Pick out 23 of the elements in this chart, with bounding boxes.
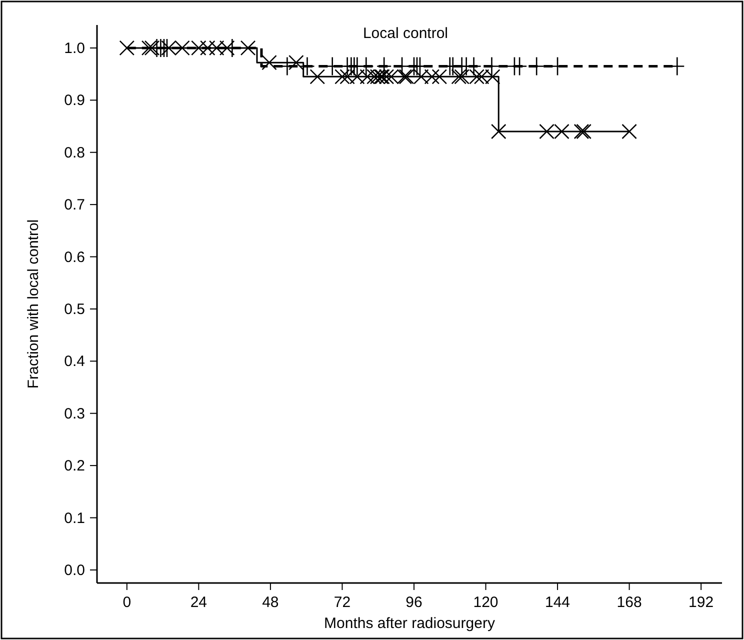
x-tick-label: 192 [688,594,714,611]
x-tick-label: 96 [406,594,422,611]
x-tick-label: 48 [262,594,279,611]
y-tick-label: 0.3 [64,405,85,422]
x-tick-label: 24 [190,594,208,611]
y-tick-label: 0.4 [64,353,85,370]
x-tick-label: 168 [616,594,642,611]
x-tick-label: 72 [334,594,351,611]
y-tick-label: 0.2 [64,458,85,475]
chart-title: Local control [362,25,448,42]
x-axis-title: Months after radiosurgery [324,615,496,632]
y-tick-label: 0.7 [64,196,85,214]
y-tick-label: 0.1 [64,510,85,527]
x-tick-label: 0 [122,594,132,611]
y-axis-title: Fraction with local control [25,219,42,389]
y-tick-label: 0.8 [64,144,85,162]
y-tick-label: 1.0 [64,40,85,57]
y-tick-label: 0.0 [64,562,85,579]
x-tick-label: 144 [545,594,570,611]
y-tick-label: 0.9 [64,92,85,110]
y-tick-label: 0.6 [64,248,85,266]
x-tick-label: 120 [473,594,498,611]
y-tick-label: 0.5 [64,300,85,318]
